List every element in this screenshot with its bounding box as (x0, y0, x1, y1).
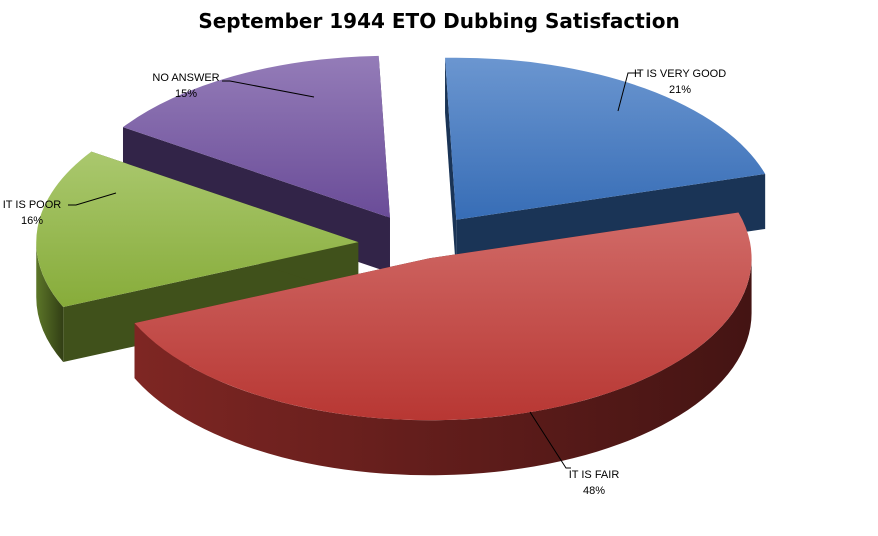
data-label-category: IT IS POOR (3, 199, 62, 211)
pie-slice-top (122, 55, 390, 218)
data-label-value: 21% (669, 84, 691, 96)
data-label-value: 16% (21, 215, 43, 227)
pie-slice-top (134, 212, 752, 421)
pie-labels: IT IS VERY GOOD 21% IT IS FAIR 48% IT IS POO… (3, 68, 726, 497)
pie-slice-top (36, 151, 359, 308)
data-label-it-is-poor: IT IS POOR 16% (3, 192, 117, 227)
leader-line (529, 411, 571, 469)
pie-slice-top (445, 57, 766, 220)
data-label-it-is-fair: IT IS FAIR 48% (529, 411, 620, 497)
pie-slices (36, 55, 766, 476)
pie-slice-rim (134, 258, 752, 476)
pie-slice-it-is-fair (134, 212, 752, 476)
pie-slice-wall (445, 57, 457, 275)
chart-title: September 1944 ETO Dubbing Satisfaction (198, 9, 679, 33)
leader-line (617, 72, 640, 112)
pie-slice-rim (36, 242, 64, 363)
data-label-category: IT IS VERY GOOD (634, 68, 726, 80)
data-label-category: NO ANSWER (152, 72, 219, 84)
leader-line (68, 192, 117, 206)
data-label-value: 15% (175, 88, 197, 100)
data-label-no-answer: NO ANSWER 15% (152, 72, 315, 100)
leader-line (222, 80, 315, 98)
data-label-value: 48% (583, 485, 605, 497)
data-label-it-is-very-good: IT IS VERY GOOD 21% (617, 68, 726, 112)
data-label-category: IT IS FAIR (569, 469, 620, 481)
